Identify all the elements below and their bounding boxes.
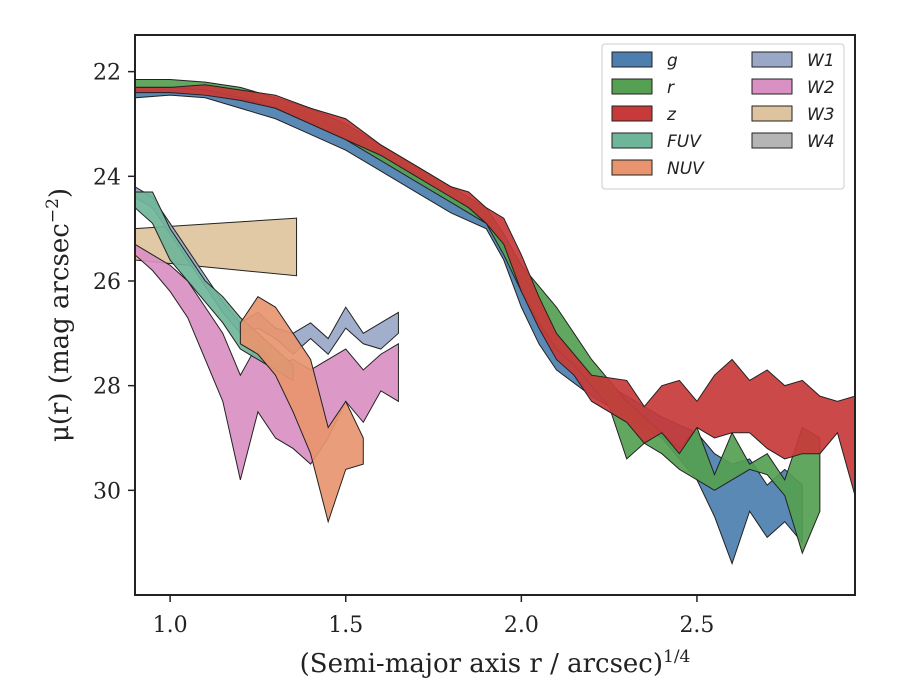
y-ticks: 22 24 26 28 30 bbox=[93, 61, 135, 504]
legend-swatch-g bbox=[611, 51, 653, 68]
legend-label-nuv: NUV bbox=[667, 159, 705, 179]
legend-swatch-w1 bbox=[751, 51, 793, 68]
y-tick-label: 30 bbox=[93, 479, 121, 504]
legend-label-g: g bbox=[667, 51, 678, 71]
x-tick-label: 1.0 bbox=[153, 613, 188, 638]
legend-swatch-r bbox=[611, 78, 653, 95]
x-tick-label: 1.5 bbox=[328, 613, 363, 638]
legend-label-w2: W2 bbox=[807, 78, 835, 98]
y-tick-label: 28 bbox=[93, 375, 121, 400]
y-tick-label: 24 bbox=[93, 165, 121, 190]
legend-swatch-w4 bbox=[751, 132, 793, 149]
legend-label-w4: W4 bbox=[807, 132, 835, 152]
y-tick-label: 26 bbox=[93, 270, 121, 295]
series-band-nuv bbox=[239, 296, 364, 524]
legend-label-w1: W1 bbox=[807, 51, 835, 71]
legend-swatch-w2 bbox=[751, 78, 793, 95]
x-axis-label: (Semi-major axis r / arcsec)1/4 bbox=[300, 647, 691, 679]
legend-label-r: r bbox=[667, 78, 675, 98]
legend-label-fuv: FUV bbox=[667, 132, 702, 152]
legend: grz FUV NUV W1 W2 W3 W4 bbox=[601, 43, 845, 190]
x-ticks: 1.0 1.5 2.0 2.5 bbox=[153, 595, 714, 638]
legend-swatch-nuv bbox=[611, 159, 653, 176]
x-tick-label: 2.0 bbox=[504, 613, 539, 638]
y-tick-label: 22 bbox=[93, 61, 121, 86]
series-bands bbox=[134, 78, 856, 566]
legend-label-z: z bbox=[666, 105, 677, 125]
legend-swatch-z bbox=[611, 105, 653, 122]
legend-label-w3: W3 bbox=[807, 105, 835, 125]
y-axis-label: μ(r) (mag arcsec−2) bbox=[43, 188, 75, 442]
plot-frame bbox=[134, 34, 856, 596]
legend-swatch-w3 bbox=[751, 105, 793, 122]
x-tick-label: 2.5 bbox=[679, 613, 714, 638]
legend-swatch-fuv bbox=[611, 132, 653, 149]
